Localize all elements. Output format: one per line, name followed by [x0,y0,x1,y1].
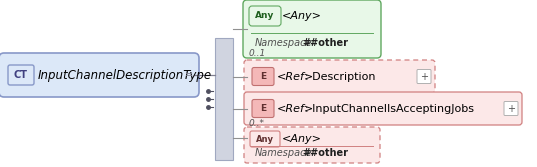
Text: <Ref>: <Ref> [277,104,314,114]
Text: : Description: : Description [305,71,375,81]
FancyBboxPatch shape [250,131,280,147]
Text: Namespace: Namespace [255,148,313,158]
Text: +: + [507,104,515,114]
Text: ##other: ##other [302,39,348,48]
Bar [215,38,233,160]
FancyBboxPatch shape [504,102,518,116]
Text: CT: CT [14,70,28,80]
Text: : InputChannelIsAcceptingJobs: : InputChannelIsAcceptingJobs [305,104,474,114]
FancyBboxPatch shape [417,69,431,84]
Text: 0..*: 0..* [249,119,265,128]
FancyBboxPatch shape [252,100,274,118]
FancyBboxPatch shape [244,127,380,163]
Text: E: E [260,72,266,81]
FancyBboxPatch shape [249,6,281,26]
Text: =: = [185,70,193,80]
FancyBboxPatch shape [244,92,522,125]
Text: ##other: ##other [302,148,348,158]
Text: InputChannelDescriptionType: InputChannelDescriptionType [38,68,212,81]
Text: +: + [420,71,428,81]
Text: E: E [260,104,266,113]
Text: 0..1: 0..1 [249,49,266,58]
Text: <Ref>: <Ref> [277,71,314,81]
Text: Any: Any [255,12,275,21]
FancyBboxPatch shape [243,0,381,58]
FancyBboxPatch shape [244,60,435,93]
FancyBboxPatch shape [252,67,274,86]
Text: Namespace: Namespace [255,39,313,48]
FancyBboxPatch shape [0,53,199,97]
Text: <Any>: <Any> [282,134,322,144]
Text: Any: Any [256,134,274,143]
Text: <Any>: <Any> [282,11,322,21]
FancyBboxPatch shape [8,65,34,85]
